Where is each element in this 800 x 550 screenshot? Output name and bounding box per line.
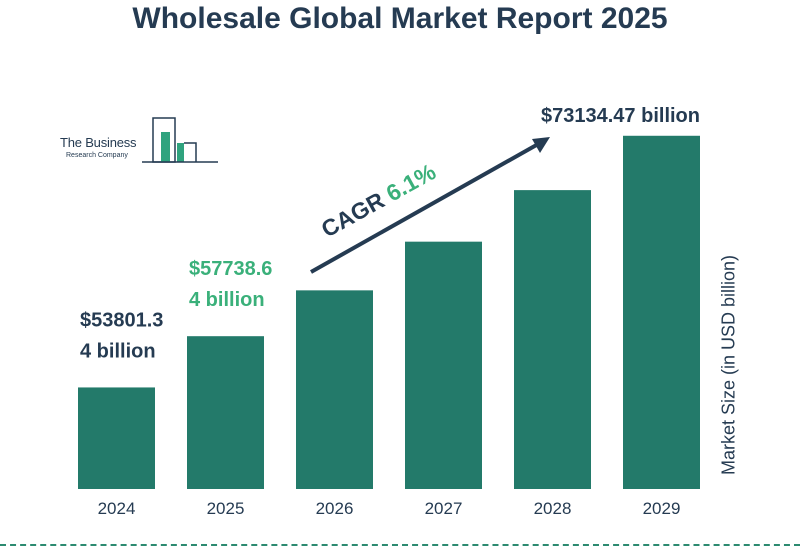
x-tick-label: 2026 xyxy=(316,499,354,518)
x-tick-label: 2029 xyxy=(643,499,681,518)
y-axis-label: Market Size (in USD billion) xyxy=(718,254,739,476)
cagr-text: CAGR 6.1% xyxy=(317,158,440,242)
bar-2029 xyxy=(623,135,700,489)
logo-text-line2: Research Company xyxy=(66,152,128,159)
bar-2024 xyxy=(78,387,155,489)
cagr-arrow-line xyxy=(310,141,541,274)
building-bars-icon xyxy=(142,117,218,163)
bar-2025 xyxy=(187,336,264,489)
value-label-2024: $53801.3 4 billion xyxy=(80,309,163,362)
value-label-line: $57738.6 xyxy=(189,258,272,280)
value-labels: $53801.3 4 billion $57738.6 4 billion $73134… xyxy=(80,105,700,363)
value-label-line: 4 billion xyxy=(80,340,156,362)
x-tick-label: 2028 xyxy=(534,499,572,518)
cagr-arrowhead-icon xyxy=(532,137,550,153)
cagr-value: 6.1% xyxy=(382,158,440,206)
x-tick-labels: 2024 2025 2026 2027 2028 2029 xyxy=(98,499,681,518)
bar-2027 xyxy=(405,241,482,489)
chart-title: Wholesale Global Market Report 2025 xyxy=(132,2,668,35)
bar-2026 xyxy=(296,290,373,489)
value-label-line: $73134.47 billion xyxy=(541,105,700,127)
logo-text-line1: The Business xyxy=(60,135,137,150)
bar-2028 xyxy=(514,190,591,489)
value-label-line: 4 billion xyxy=(189,289,265,311)
x-tick-label: 2024 xyxy=(98,499,136,518)
value-label-2025: $57738.6 4 billion xyxy=(189,258,272,311)
x-tick-label: 2027 xyxy=(425,499,463,518)
value-label-line: $53801.3 xyxy=(80,309,163,331)
company-logo: The Business Research Company xyxy=(60,115,220,165)
x-tick-label: 2025 xyxy=(207,499,245,518)
bottom-divider xyxy=(0,544,800,546)
value-label-2029: $73134.47 billion xyxy=(541,105,700,127)
bars-layer xyxy=(78,135,700,489)
